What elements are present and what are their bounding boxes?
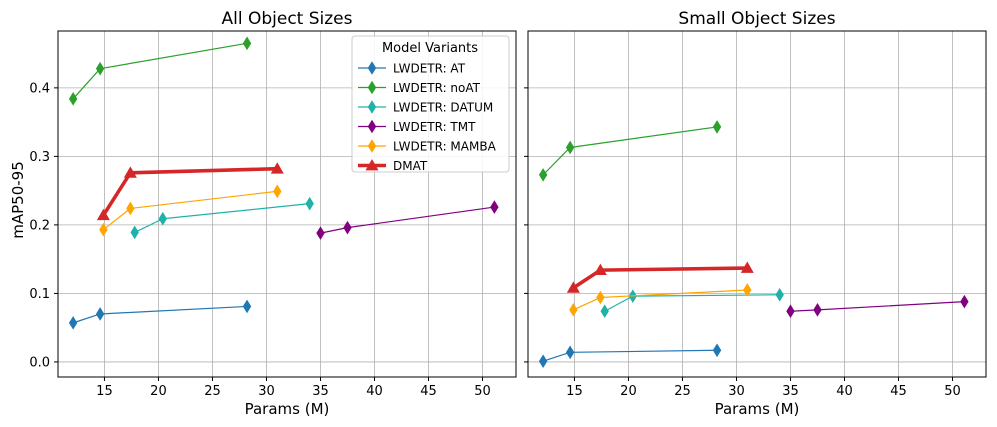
legend-label-lwdetr-datum: LWDETR: DATUM (393, 100, 493, 114)
x-tick-label-all-object-sizes: 35 (312, 384, 329, 399)
data-point-lwdetr-noat (242, 36, 252, 51)
data-point-lwdetr-at (95, 307, 105, 321)
y-tick-label-all-object-sizes: 0.3 (29, 150, 50, 165)
data-point-lwdetr-at (712, 343, 722, 358)
x-tick-label-small-object-sizes: 30 (728, 384, 745, 399)
x-tick-label-all-object-sizes: 30 (258, 384, 275, 399)
data-point-dmat (740, 261, 754, 273)
grid-small-object-sizes (528, 31, 986, 377)
legend-label-lwdetr-tmt: LWDETR: TMT (393, 120, 476, 134)
legend-item-lwdetr-at: LWDETR: AT (358, 61, 466, 75)
legend-item-lwdetr-datum: LWDETR: DATUM (358, 100, 493, 114)
data-point-lwdetr-noat (68, 92, 78, 106)
legend-label-dmat: DMAT (393, 159, 428, 173)
legend-label-lwdetr-at: LWDETR: AT (393, 61, 466, 75)
data-point-lwdetr-mamba (743, 283, 752, 297)
data-point-dmat (593, 263, 607, 275)
legend-label-lwdetr-mamba: LWDETR: MAMBA (393, 139, 497, 153)
series-small-object-sizes (538, 120, 969, 369)
series-all-object-sizes (68, 36, 499, 330)
panel-small-object-sizes: Small Object Sizes 15 20 25 30 35 40 45 50 Para… (524, 9, 987, 418)
data-point-lwdetr-mamba (596, 290, 605, 305)
data-point-lwdetr-mamba (273, 184, 282, 199)
plot-frame-all-object-sizes (57, 30, 517, 378)
legend-label-lwdetr-noat: LWDETR: noAT (393, 81, 481, 95)
y-tick-label-all-object-sizes: 0.1 (29, 287, 50, 302)
x-tick-label-all-object-sizes: 20 (150, 384, 167, 399)
legend-swatch-marker-lwdetr-at (367, 61, 377, 75)
data-point-dmat (96, 208, 110, 221)
x-tick-label-all-object-sizes: 40 (366, 384, 383, 399)
data-point-lwdetr-at (68, 316, 78, 330)
data-point-lwdetr-datum (775, 287, 784, 302)
data-point-lwdetr-mamba (126, 201, 135, 216)
legend-item-lwdetr-noat: LWDETR: noAT (358, 80, 481, 95)
legend-item-lwdetr-mamba: LWDETR: MAMBA (358, 139, 497, 153)
legend-box (351, 35, 510, 173)
data-point-lwdetr-datum (130, 225, 139, 240)
legend-item-lwdetr-tmt: LWDETR: TMT (358, 119, 476, 134)
data-point-lwdetr-noat (95, 61, 105, 76)
data-point-lwdetr-at (565, 345, 575, 360)
data-point-lwdetr-datum (305, 196, 314, 211)
panel-title-all-object-sizes: All Object Sizes (221, 9, 352, 29)
data-point-lwdetr-tmt (786, 304, 795, 319)
legend-items: LWDETR: AT LWDETR: noAT LWDETR: DATUM LWDET… (358, 61, 497, 173)
data-point-lwdetr-tmt (960, 294, 969, 309)
data-point-lwdetr-mamba (569, 303, 578, 317)
x-tick-label-small-object-sizes: 15 (566, 384, 583, 399)
data-point-lwdetr-datum (158, 211, 167, 226)
panel-title-small-object-sizes: Small Object Sizes (678, 9, 835, 29)
plot-frame-small-object-sizes (527, 30, 987, 378)
data-point-lwdetr-tmt (490, 200, 499, 214)
x-tick-label-small-object-sizes: 25 (674, 384, 691, 399)
y-axis-label: mAP50-95 (9, 161, 27, 239)
y-tick-label-all-object-sizes: 0.0 (29, 355, 50, 370)
legend-title: Model Variants (382, 41, 478, 56)
data-point-dmat (123, 166, 137, 178)
ticks-all-object-sizes: 15 20 25 30 35 40 45 50 0.0 0.1 0.2 0.3 0.4 (29, 81, 490, 399)
data-point-lwdetr-tmt (813, 303, 822, 317)
y-tick-label-all-object-sizes: 0.4 (29, 81, 50, 96)
data-point-lwdetr-noat (712, 120, 722, 134)
x-axis-label-all-object-sizes: Params (M) (245, 400, 330, 418)
x-tick-label-all-object-sizes: 45 (420, 384, 437, 399)
legend-swatch-marker-lwdetr-tmt (367, 119, 377, 134)
data-point-lwdetr-noat (538, 168, 548, 182)
data-point-lwdetr-tmt (316, 226, 325, 240)
x-tick-label-small-object-sizes: 45 (890, 384, 907, 399)
data-point-dmat (566, 281, 580, 293)
legend-swatch-marker-lwdetr-noat (367, 80, 377, 95)
x-tick-label-all-object-sizes: 15 (96, 384, 113, 399)
x-axis-label-small-object-sizes: Params (M) (715, 400, 800, 418)
data-point-lwdetr-tmt (343, 220, 352, 235)
panel-all-object-sizes: All Object Sizes 15 20 25 30 35 40 45 50 0.0 0.1 0… (29, 9, 517, 418)
legend-item-dmat: DMAT (358, 159, 428, 173)
legend-swatch-marker-lwdetr-datum (367, 100, 377, 114)
data-point-dmat (270, 162, 284, 174)
x-tick-label-small-object-sizes: 35 (782, 384, 799, 399)
data-point-lwdetr-datum (600, 304, 609, 319)
x-tick-label-small-object-sizes: 50 (944, 384, 961, 399)
x-tick-label-all-object-sizes: 50 (474, 384, 491, 399)
data-point-lwdetr-mamba (99, 222, 108, 237)
x-tick-label-all-object-sizes: 25 (204, 384, 221, 399)
data-point-lwdetr-noat (565, 140, 575, 155)
ticks-small-object-sizes: 15 20 25 30 35 40 45 50 (524, 87, 961, 399)
x-tick-label-small-object-sizes: 20 (620, 384, 637, 399)
legend-swatch-marker-dmat (365, 159, 379, 171)
x-tick-label-small-object-sizes: 40 (836, 384, 853, 399)
legend-swatch-marker-lwdetr-mamba (367, 139, 377, 153)
data-point-lwdetr-at (538, 354, 548, 369)
y-tick-label-all-object-sizes: 0.2 (29, 218, 50, 233)
data-point-lwdetr-at (242, 299, 252, 314)
